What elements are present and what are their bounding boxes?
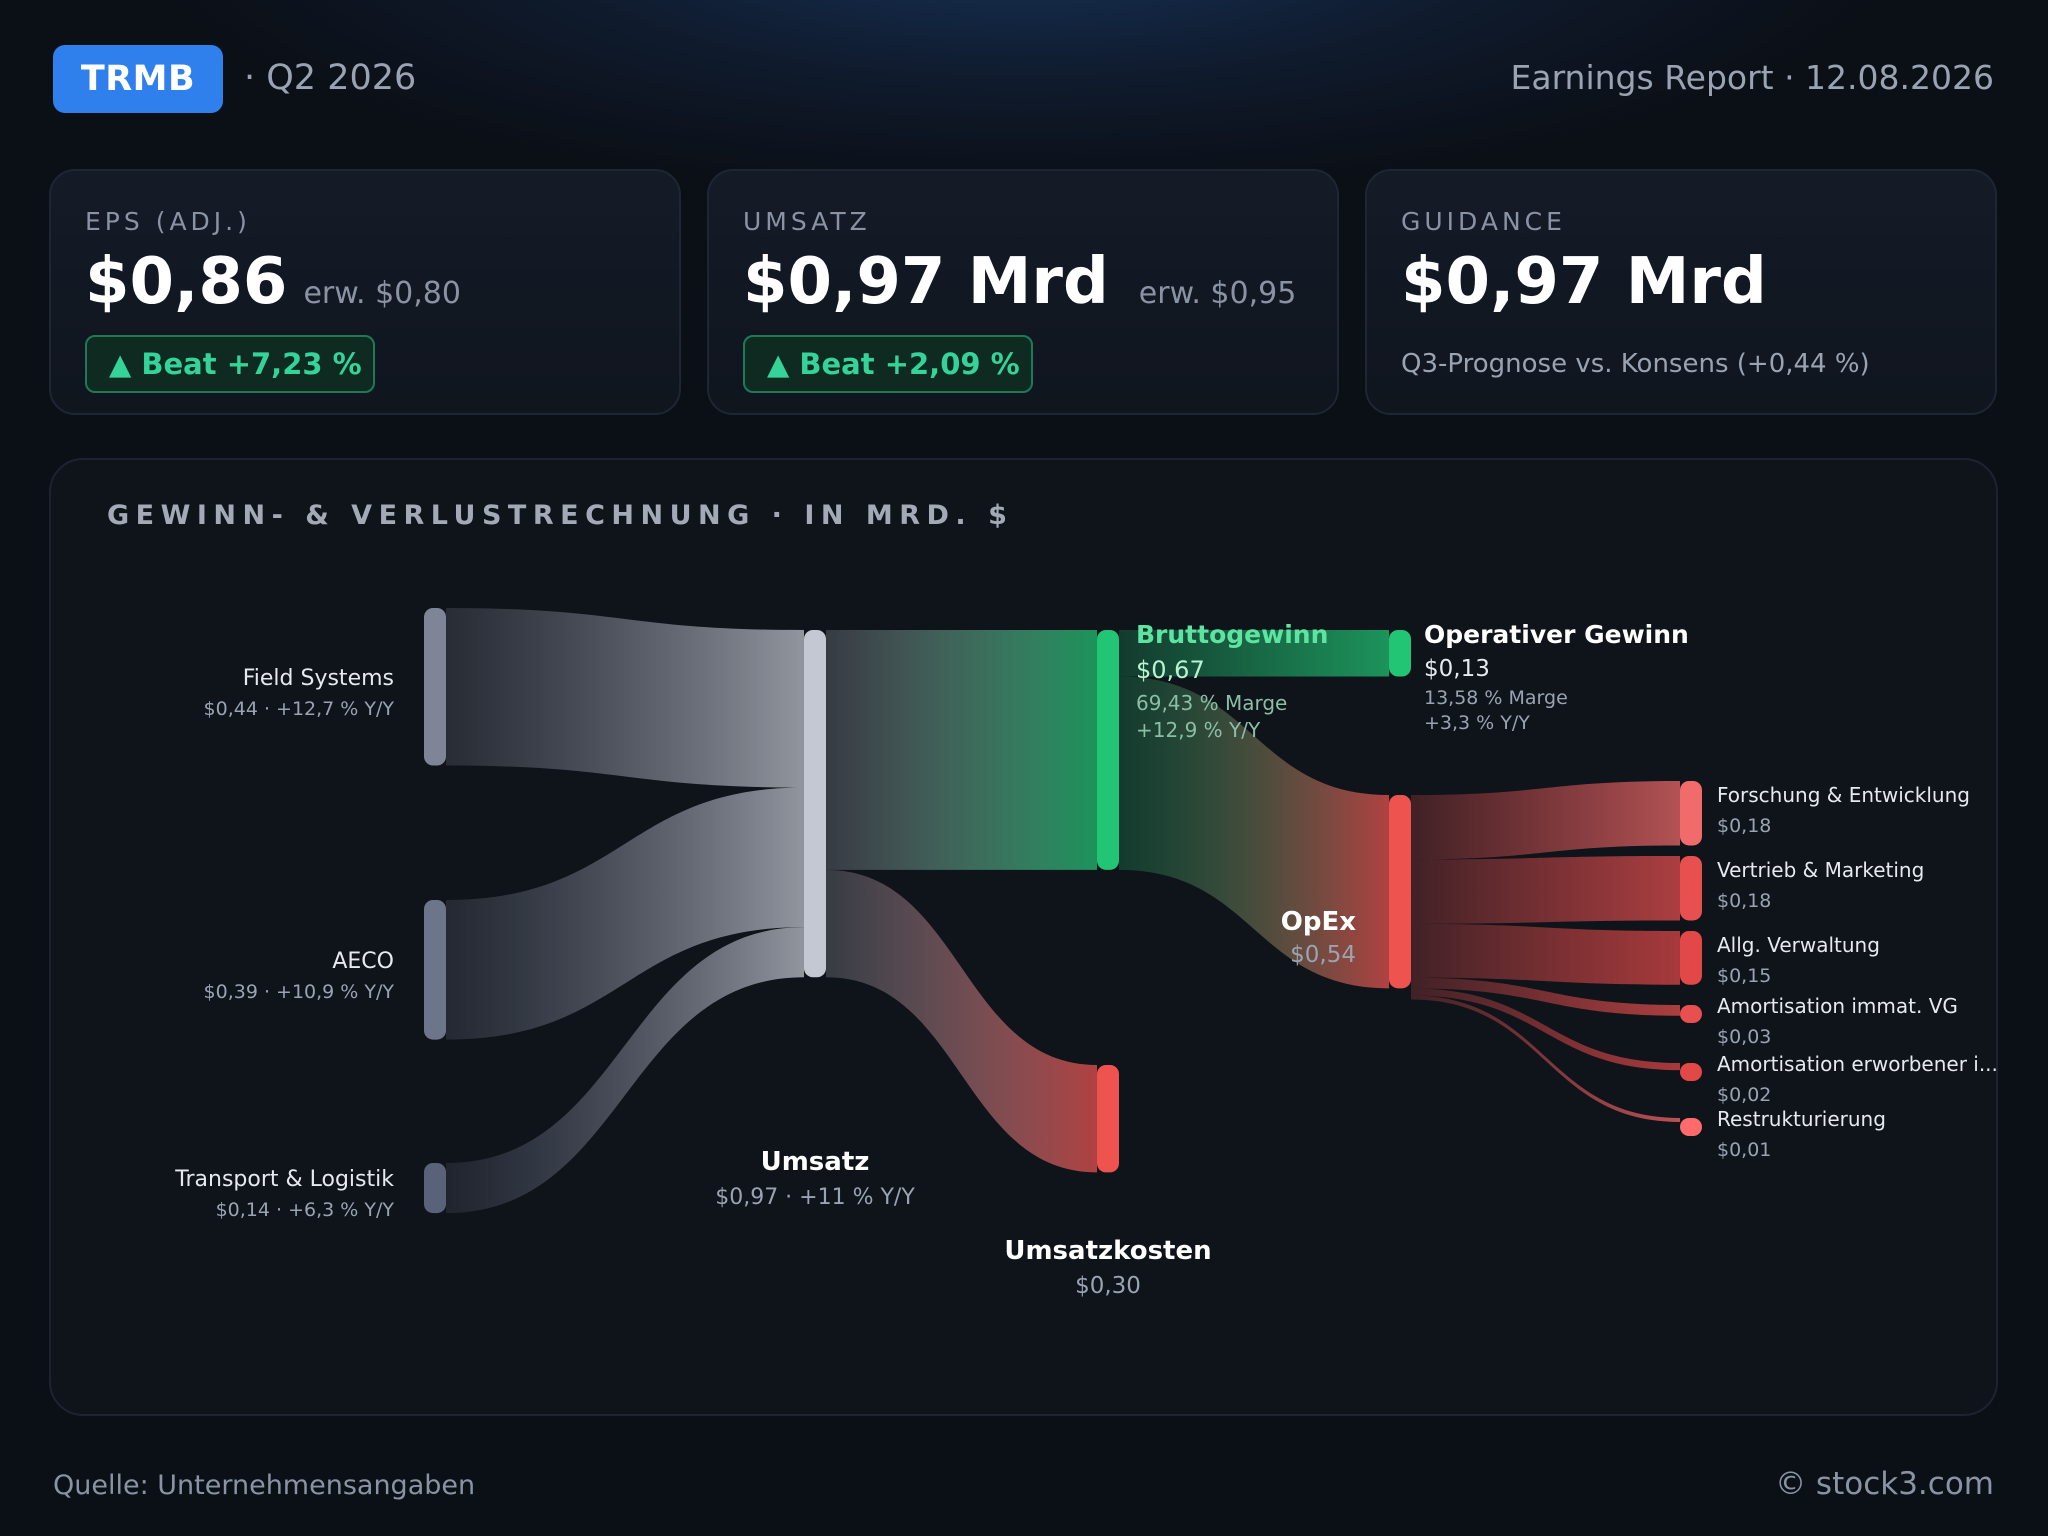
node-value-amerw: $0,02 — [1717, 1084, 1771, 1106]
chart-title: GEWINN- & VERLUSTRECHNUNG · IN MRD. $ — [107, 500, 1014, 531]
sankey-node-amerw — [1680, 1063, 1702, 1081]
source-note: Quelle: Unternehmensangaben — [53, 1470, 476, 1501]
node-name-opgewinn: Operativer Gewinn — [1424, 620, 1689, 649]
node-value-brutto: $0,67 — [1136, 656, 1205, 684]
sankey-node-restr — [1680, 1118, 1702, 1136]
node-name-restr: Restrukturierung — [1717, 1107, 1886, 1131]
node-value-kosten: $0,30 — [1075, 1273, 1141, 1299]
node-name-vm: Vertrieb & Marketing — [1717, 858, 1924, 882]
node-value-fe: $0,18 — [1717, 815, 1771, 837]
node-value-opgewinn: $0,13 — [1424, 656, 1490, 682]
node-value-transport: $0,14 · +6,3 % Y/Y — [216, 1199, 395, 1221]
node-margin-opgewinn: 13,58 % Marge — [1424, 687, 1568, 709]
sankey-node-kosten — [1097, 1065, 1119, 1173]
sankey-node-opex — [1389, 795, 1411, 989]
copyright: © stock3.com — [1775, 1466, 1994, 1502]
sankey-link-opex-av — [1411, 923, 1680, 985]
period-label: · Q2 2026 — [244, 58, 417, 98]
card-value: $0,97 Mrd — [1401, 245, 1767, 319]
sankey-link-umsatz-brutto — [826, 630, 1097, 870]
node-value-aeco: $0,39 · +10,9 % Y/Y — [204, 981, 395, 1003]
card-expected: erw. $0,95 — [1138, 276, 1297, 311]
sankey-link-opex-fe — [1411, 781, 1680, 860]
card-expected: erw. $0,80 — [303, 276, 461, 311]
node-value-field: $0,44 · +12,7 % Y/Y — [204, 698, 395, 720]
node-name-kosten: Umsatzkosten — [1004, 1236, 1211, 1266]
node-yoy-opgewinn: +3,3 % Y/Y — [1424, 712, 1530, 734]
card-label: GUIDANCE — [1401, 207, 1566, 236]
card-value: $0,86 erw. $0,80 — [85, 245, 461, 319]
sankey-link-brutto-opgewinn — [1119, 630, 1389, 677]
sankey-node-aeco — [424, 900, 446, 1040]
sankey-node-brutto — [1097, 630, 1119, 870]
node-name-opex: OpEx — [1281, 907, 1356, 937]
sankey-node-amimm — [1680, 1005, 1702, 1023]
node-name-amerw: Amortisation erworbener i... — [1717, 1052, 1998, 1076]
sankey-node-fe — [1680, 781, 1702, 846]
node-name-aeco: AECO — [332, 949, 394, 974]
sankey-link-umsatz-kosten — [826, 869, 1097, 1173]
sankey-link-aeco-umsatz — [446, 787, 804, 1040]
sankey-node-opgewinn — [1389, 630, 1411, 677]
node-margin-brutto: 69,43 % Marge — [1136, 691, 1287, 715]
report-date: Earnings Report · 12.08.2026 — [1510, 58, 1995, 97]
node-value-umsatz: $0,97 · +11 % Y/Y — [715, 1185, 915, 1210]
node-value-vm: $0,18 — [1717, 890, 1771, 912]
sankey-link-transport-umsatz — [446, 927, 804, 1214]
node-name-fe: Forschung & Entwicklung — [1717, 783, 1970, 807]
sankey-node-vm — [1680, 856, 1702, 921]
sankey-node-transport — [424, 1163, 446, 1214]
beat-badge: ▲ Beat +2,09 % — [743, 335, 1033, 393]
revenue-card: UMSATZ $0,97 Mrd erw. $0,95 ▲ Beat +2,09 … — [707, 169, 1339, 415]
node-name-amimm: Amortisation immat. VG — [1717, 994, 1958, 1018]
node-name-transport: Transport & Logistik — [174, 1167, 394, 1192]
node-value-amimm: $0,03 — [1717, 1026, 1771, 1048]
node-value-opex: $0,54 — [1290, 942, 1356, 968]
sankey-link-opex-restr — [1411, 995, 1680, 1122]
sankey-link-field-umsatz — [446, 608, 804, 788]
beat-badge: ▲ Beat +7,23 % — [85, 335, 375, 393]
sankey-link-opex-amerw — [1411, 988, 1680, 1071]
node-value-av: $0,15 — [1717, 965, 1771, 987]
card-label: UMSATZ — [743, 207, 871, 236]
node-name-field: Field Systems — [243, 666, 394, 691]
node-name-av: Allg. Verwaltung — [1717, 933, 1880, 957]
node-name-brutto: Bruttogewinn — [1136, 620, 1328, 649]
guidance-note: Q3-Prognose vs. Konsens (+0,44 %) — [1401, 349, 1870, 379]
sankey-node-field — [424, 608, 446, 766]
guidance-card: GUIDANCE $0,97 Mrd Q3-Prognose vs. Konse… — [1365, 169, 1997, 415]
sankey-node-umsatz — [804, 630, 826, 978]
sankey-node-av — [1680, 931, 1702, 985]
triangle-up-icon: ▲ — [767, 347, 800, 381]
node-yoy-brutto: +12,9 % Y/Y — [1136, 718, 1261, 742]
sankey-link-opex-vm — [1411, 856, 1680, 924]
ticker-badge: TRMB — [53, 45, 223, 113]
triangle-up-icon: ▲ — [109, 347, 142, 381]
sankey-link-opex-amimm — [1411, 977, 1680, 1016]
eps-card: EPS (ADJ.) $0,86 erw. $0,80 ▲ Beat +7,23 … — [49, 169, 681, 415]
card-label: EPS (ADJ.) — [85, 207, 251, 236]
node-value-restr: $0,01 — [1717, 1139, 1771, 1161]
node-name-umsatz: Umsatz — [761, 1147, 870, 1177]
sankey-link-brutto-opex — [1119, 676, 1389, 989]
card-value: $0,97 Mrd erw. $0,95 — [743, 245, 1297, 319]
